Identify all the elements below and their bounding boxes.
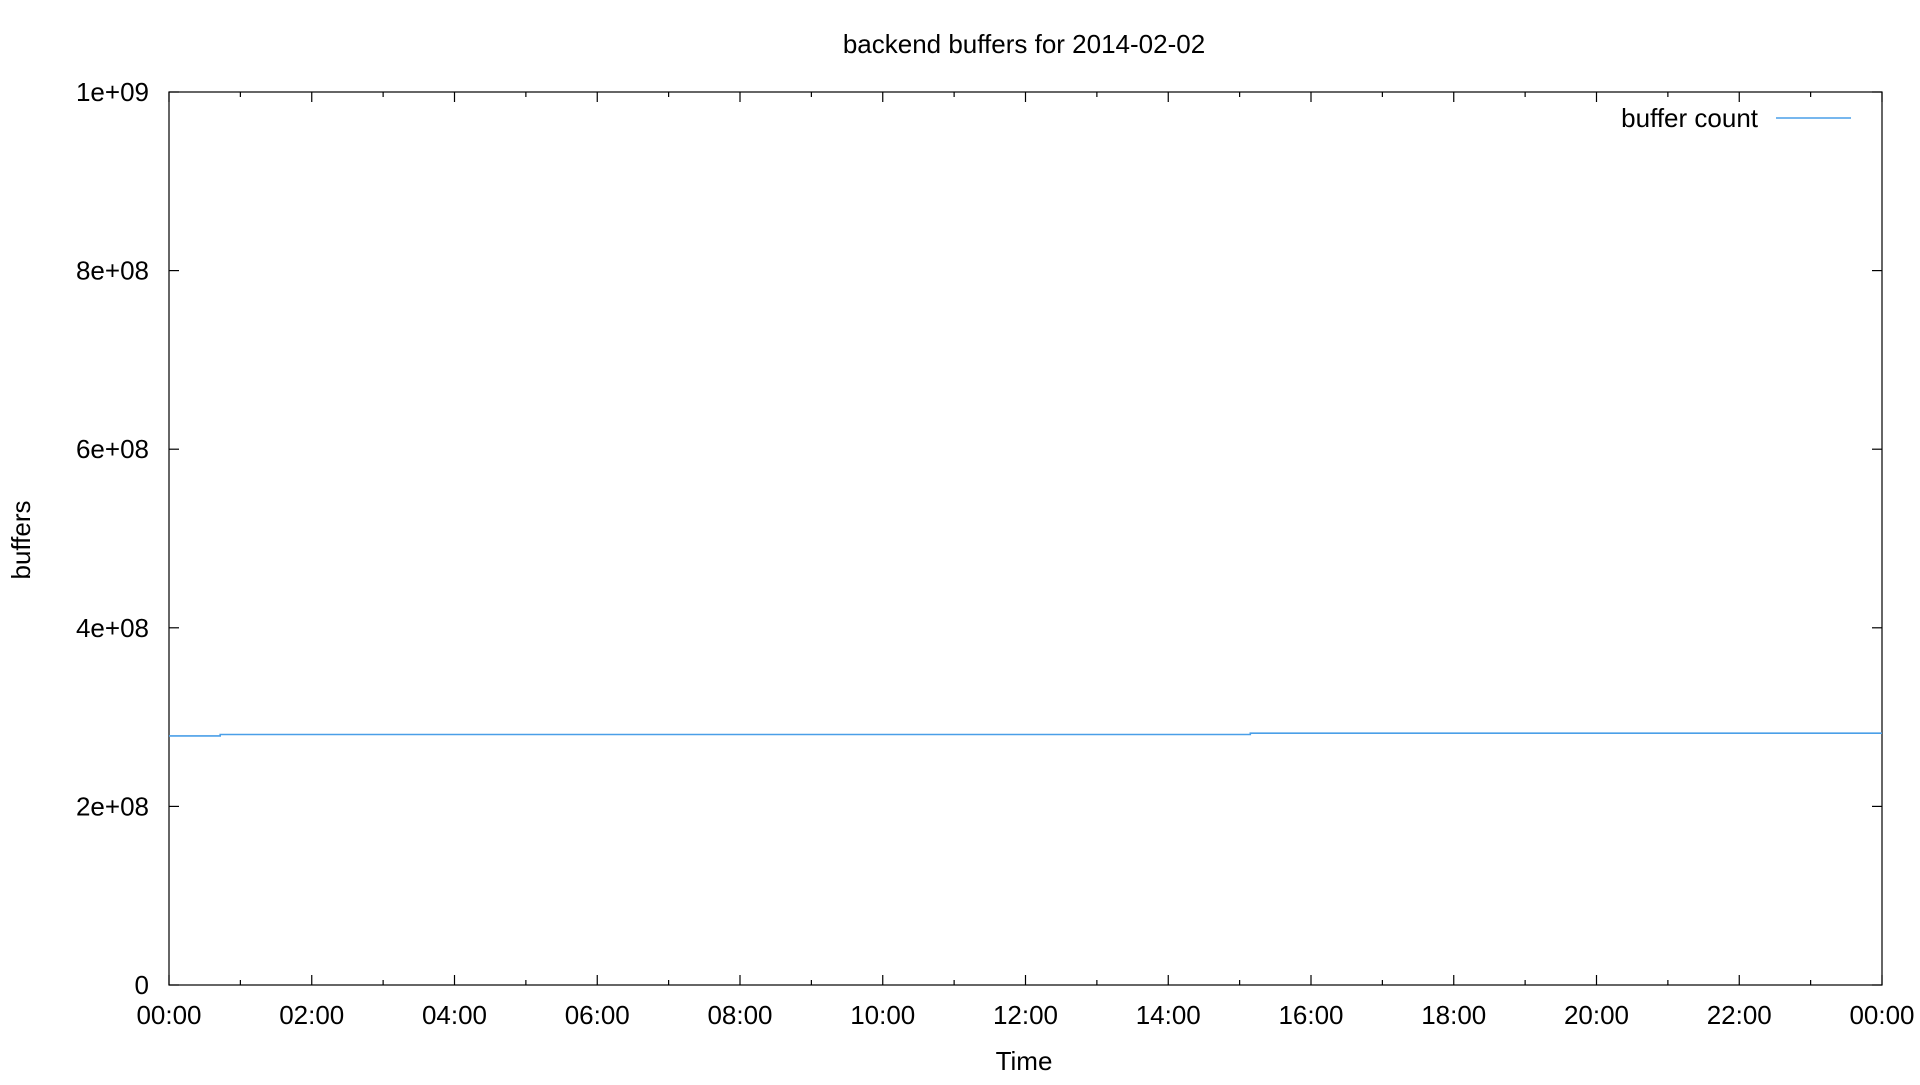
ticks-layer: 0 2e+08 4e+08 6e+08 8e+08 1e+09 00:00 02:00 04:0… bbox=[76, 77, 1915, 1030]
y-tick-label: 4e+08 bbox=[76, 613, 149, 643]
x-tick-label: 04:00 bbox=[422, 1000, 487, 1030]
x-tick-label: 06:00 bbox=[565, 1000, 630, 1030]
x-tick-label: 00:00 bbox=[1849, 1000, 1914, 1030]
x-tick-label: 20:00 bbox=[1564, 1000, 1629, 1030]
x-tick-label: 10:00 bbox=[850, 1000, 915, 1030]
series-line-0 bbox=[169, 732, 1882, 737]
plot-frame bbox=[168, 91, 1883, 986]
x-tick-label: 12:00 bbox=[993, 1000, 1058, 1030]
x-tick-label: 18:00 bbox=[1421, 1000, 1486, 1030]
x-tick-label: 22:00 bbox=[1707, 1000, 1772, 1030]
x-tick-label: 00:00 bbox=[136, 1000, 201, 1030]
legend-label: buffer count bbox=[1621, 103, 1759, 133]
x-tick-label: 08:00 bbox=[707, 1000, 772, 1030]
y-tick-label: 0 bbox=[135, 970, 149, 1000]
legend: buffer count bbox=[1621, 103, 1851, 133]
y-tick-label: 6e+08 bbox=[76, 434, 149, 464]
x-tick-label: 02:00 bbox=[279, 1000, 344, 1030]
y-tick-label: 8e+08 bbox=[76, 256, 149, 286]
x-tick-label: 16:00 bbox=[1278, 1000, 1343, 1030]
y-axis-label: buffers bbox=[6, 500, 36, 579]
y-tick-label: 2e+08 bbox=[76, 791, 149, 821]
y-tick-label: 1e+09 bbox=[76, 77, 149, 107]
x-axis-label: Time bbox=[996, 1046, 1053, 1076]
x-tick-label: 14:00 bbox=[1136, 1000, 1201, 1030]
chart-title: backend buffers for 2014-02-02 bbox=[843, 29, 1205, 59]
series-layer bbox=[169, 732, 1882, 737]
